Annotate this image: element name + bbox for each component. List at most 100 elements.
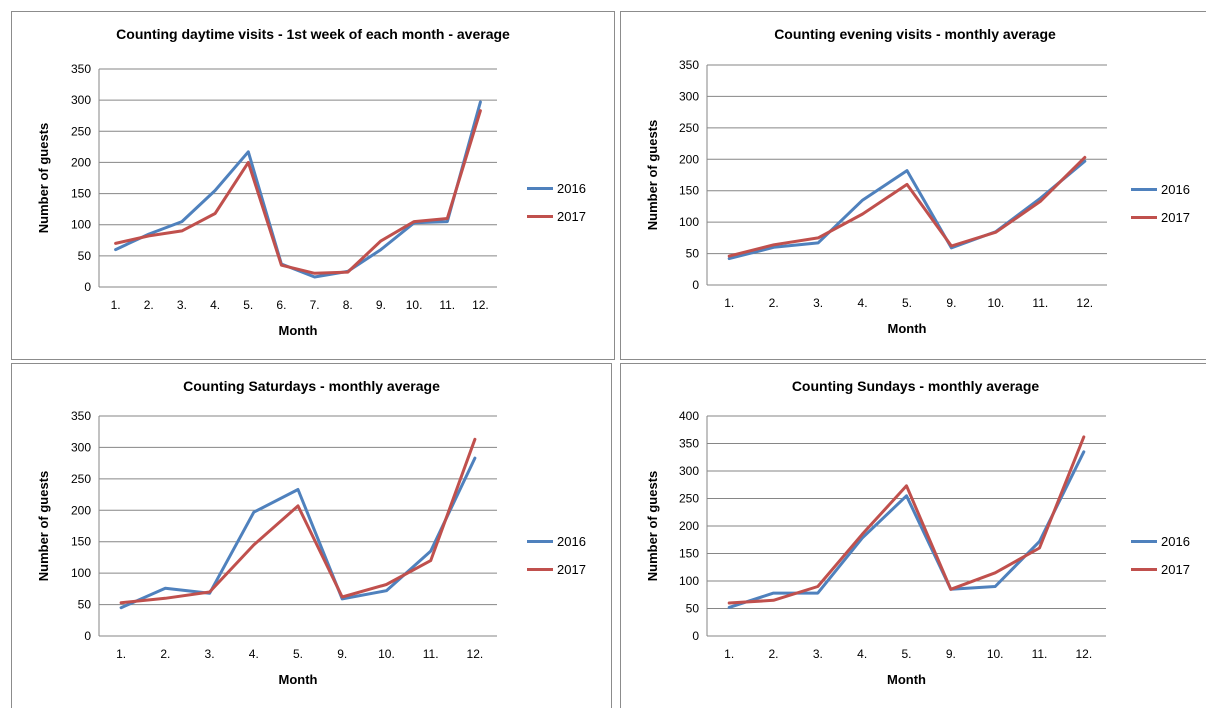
legend-swatch — [527, 567, 553, 571]
y-tick-label: 250 — [71, 472, 91, 486]
chart-title: Counting Saturdays - monthly average — [183, 378, 440, 394]
x-tick-label: 11. — [439, 298, 455, 312]
x-tick-label: 5. — [902, 296, 912, 310]
x-axis-title: Month — [888, 321, 927, 336]
y-tick-label: 200 — [679, 152, 699, 166]
y-tick-label: 150 — [679, 547, 699, 561]
y-axis-title: Number of guests — [645, 471, 660, 582]
legend-label: 2017 — [1161, 209, 1190, 225]
y-axis-title: Number of guests — [36, 471, 51, 582]
legend-swatch — [1131, 567, 1157, 571]
legend: 2016 2017 — [1131, 175, 1190, 231]
legend-label: 2017 — [557, 208, 586, 224]
legend-label: 2016 — [557, 533, 586, 549]
x-axis-title: Month — [279, 672, 318, 687]
series-line-2017 — [727, 435, 1086, 605]
x-tick-label: 1. — [111, 298, 121, 312]
chart-title: Counting evening visits - monthly averag… — [774, 26, 1056, 42]
y-tick-label: 250 — [71, 124, 91, 138]
legend-swatch — [1131, 215, 1157, 219]
x-tick-label: 3. — [177, 298, 187, 312]
series-line-2017 — [119, 437, 477, 605]
line-chart: 0 50 100 150 200 250 300 350 1. 2. 3. 4. 5. 9. 10. 11. 1… — [36, 409, 497, 687]
y-tick-label: 200 — [71, 155, 91, 169]
x-tick-label: 1. — [724, 647, 734, 661]
x-tick-label: 10. — [987, 647, 1004, 661]
chart-panel-daytime: Counting daytime visits - 1st week of ea… — [11, 11, 615, 360]
y-tick-label: 100 — [71, 566, 91, 580]
y-tick-label: 50 — [686, 602, 700, 616]
y-tick-label: 100 — [679, 574, 699, 588]
legend-label: 2016 — [1161, 181, 1190, 197]
legend-item: 2016 — [1131, 527, 1190, 555]
x-tick-label: 10. — [378, 647, 395, 661]
y-tick-label: 350 — [679, 437, 699, 451]
x-tick-label: 7. — [310, 298, 320, 312]
x-tick-label: 1. — [724, 296, 734, 310]
y-tick-label: 250 — [679, 121, 699, 135]
y-tick-label: 250 — [679, 492, 699, 506]
x-tick-label: 11. — [423, 647, 439, 661]
x-tick-label: 3. — [205, 647, 215, 661]
legend-swatch — [527, 539, 553, 543]
x-tick-label: 2. — [144, 298, 154, 312]
legend-swatch — [527, 186, 553, 190]
x-tick-label: 4. — [857, 647, 867, 661]
legend-label: 2017 — [557, 561, 586, 577]
x-tick-label: 10. — [406, 298, 423, 312]
x-tick-label: 9. — [376, 298, 386, 312]
legend-swatch — [527, 214, 553, 218]
legend-label: 2017 — [1161, 561, 1190, 577]
series-line-2016 — [119, 456, 477, 610]
legend: 2016 2017 — [1131, 527, 1190, 583]
x-tick-label: 2. — [769, 296, 779, 310]
y-tick-label: 50 — [78, 249, 92, 263]
x-tick-label: 11. — [1032, 647, 1048, 661]
series-line-2016 — [727, 159, 1087, 261]
legend-label: 2016 — [557, 180, 586, 196]
legend-swatch — [1131, 539, 1157, 543]
x-axis-title: Month — [279, 323, 318, 338]
y-axis-title: Number of guests — [36, 123, 51, 234]
y-tick-label: 150 — [679, 184, 699, 198]
x-tick-label: 10. — [988, 296, 1005, 310]
y-axis-title: Number of guests — [645, 120, 660, 231]
chart-title: Counting daytime visits - 1st week of ea… — [116, 26, 510, 42]
x-tick-label: 2. — [768, 647, 778, 661]
series-line-2017 — [114, 109, 482, 275]
y-tick-label: 50 — [686, 247, 700, 261]
legend: 2016 2017 — [527, 527, 586, 583]
y-tick-label: 300 — [679, 464, 699, 478]
y-tick-label: 50 — [78, 598, 92, 612]
y-tick-label: 200 — [71, 503, 91, 517]
y-tick-label: 100 — [71, 218, 91, 232]
y-tick-label: 300 — [679, 89, 699, 103]
y-tick-label: 0 — [84, 629, 91, 643]
y-tick-label: 0 — [692, 278, 699, 292]
y-tick-label: 400 — [679, 409, 699, 423]
x-tick-label: 11. — [1032, 296, 1048, 310]
x-tick-label: 2. — [160, 647, 170, 661]
x-tick-label: 12. — [1075, 647, 1092, 661]
x-tick-label: 3. — [813, 296, 823, 310]
y-tick-label: 0 — [84, 280, 91, 294]
legend-item: 2016 — [1131, 175, 1190, 203]
legend: 2016 2017 — [527, 174, 586, 230]
legend-item: 2016 — [527, 527, 586, 555]
x-tick-label: 4. — [210, 298, 220, 312]
x-tick-label: 12. — [1076, 296, 1093, 310]
x-tick-label: 1. — [116, 647, 126, 661]
chart-panel-evening: Counting evening visits - monthly averag… — [620, 11, 1206, 360]
x-tick-label: 5. — [901, 647, 911, 661]
x-tick-label: 4. — [249, 647, 259, 661]
chart-title: Counting Sundays - monthly average — [791, 378, 1040, 394]
x-tick-label: 12. — [472, 298, 489, 312]
series-line-2017 — [727, 155, 1087, 258]
x-tick-label: 12. — [467, 647, 484, 661]
y-tick-label: 350 — [679, 58, 699, 72]
x-tick-label: 4. — [858, 296, 868, 310]
x-tick-label: 5. — [293, 647, 303, 661]
legend-item: 2017 — [1131, 555, 1190, 583]
line-chart: 0 50 100 150 200 250 300 350 1. 2. 3. 4. 5. 6. 7. 8. 9. 1… — [36, 62, 497, 338]
legend-item: 2016 — [527, 174, 586, 202]
